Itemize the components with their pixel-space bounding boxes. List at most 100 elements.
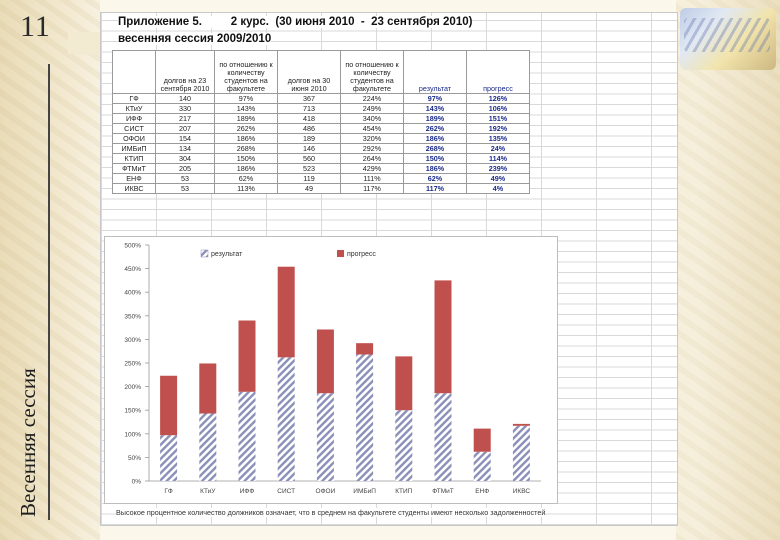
table-cell-pct-jun: 429%: [340, 163, 404, 174]
table-cell-debts-jun: 486: [277, 123, 341, 134]
bar-progress: [316, 329, 334, 394]
bar-result: [473, 451, 491, 481]
bar-progress: [512, 423, 530, 426]
footnote: Высокое процентное количество должников …: [116, 508, 546, 517]
header-progress: прогресс: [466, 50, 530, 94]
table-cell-result: 189%: [403, 113, 467, 124]
table-cell-debts-sep: 217: [155, 113, 215, 124]
table-cell-pct-sep: 143%: [214, 103, 278, 114]
stacked-bar-chart: 0% 50% 100% 150% 200% 250% 300% 350% 400% 450% 500…: [124, 243, 541, 495]
table-cell-pct-sep: 150%: [214, 153, 278, 164]
table-cell-result: 97%: [403, 93, 467, 104]
x-tick-label: ОФОИ: [316, 488, 336, 495]
table-cell-name: ФТМиТ: [112, 163, 156, 174]
table-cell-debts-sep: 134: [155, 143, 215, 154]
table-cell-result: 143%: [403, 103, 467, 114]
table-cell-debts-sep: 205: [155, 163, 215, 174]
x-tick-label: ИМБиП: [353, 488, 376, 495]
table-header-row: долгов на 23 сентября 2010 по отношению …: [112, 50, 530, 94]
x-tick-label: ЕНФ: [475, 488, 489, 495]
table-cell-progress: 49%: [466, 173, 530, 184]
table-cell-pct-jun: 249%: [340, 103, 404, 114]
header-result: результат: [403, 50, 467, 94]
y-tick-label: 100%: [124, 431, 141, 438]
table-cell-pct-sep: 113%: [214, 183, 278, 194]
x-tick-label: ФТМиТ: [432, 488, 454, 495]
bar-result: [434, 393, 452, 481]
bar-progress: [395, 356, 413, 411]
table-cell-result: 186%: [403, 133, 467, 144]
table-cell-progress: 4%: [466, 183, 530, 194]
table-cell-debts-jun: 560: [277, 153, 341, 164]
table-row: ИМБиП 134 268% 146 292% 268% 24%: [112, 143, 530, 154]
table-cell-debts-sep: 330: [155, 103, 215, 114]
debts-table: долгов на 23 сентября 2010 по отношению …: [112, 50, 530, 194]
table-cell-pct-jun: 111%: [340, 173, 404, 184]
table-row: ЕНФ 53 62% 119 111% 62% 49%: [112, 173, 530, 184]
bar-result: [160, 435, 178, 481]
table-cell-debts-jun: 49: [277, 183, 341, 194]
header-debts-sep: долгов на 23 сентября 2010: [155, 50, 215, 94]
bar-result: [512, 425, 530, 481]
bar-result: [316, 393, 334, 481]
table-cell-result: 150%: [403, 153, 467, 164]
y-tick-label: 250%: [124, 361, 141, 368]
header-faculty: [112, 50, 156, 94]
table-row: ФТМиТ 205 186% 523 429% 186% 239%: [112, 163, 530, 174]
table-cell-progress: 114%: [466, 153, 530, 164]
decoration-image: [680, 8, 776, 70]
table-cell-name: ЕНФ: [112, 173, 156, 184]
y-tick-label: 150%: [124, 408, 141, 415]
bar-result: [395, 410, 413, 481]
table-cell-pct-sep: 186%: [214, 133, 278, 144]
x-tick-label: КТИП: [395, 488, 412, 495]
table-cell-name: ИФФ: [112, 113, 156, 124]
table-cell-progress: 24%: [466, 143, 530, 154]
table-cell-debts-sep: 140: [155, 93, 215, 104]
slide-number-bar: [68, 32, 108, 54]
y-tick-label: 0%: [132, 479, 142, 486]
x-tick-label: ГФ: [164, 488, 173, 495]
table-cell-name: КТИП: [112, 153, 156, 164]
bar-progress: [238, 320, 256, 392]
table-cell-result: 262%: [403, 123, 467, 134]
y-tick-label: 50%: [128, 455, 141, 462]
table-cell-progress: 239%: [466, 163, 530, 174]
table-cell-debts-jun: 119: [277, 173, 341, 184]
table-cell-progress: 192%: [466, 123, 530, 134]
table-cell-pct-jun: 292%: [340, 143, 404, 154]
header-pct-jun: по отношению к количеству студентов на ф…: [340, 50, 404, 94]
table-cell-name: СИСТ: [112, 123, 156, 134]
table-cell-result: 117%: [403, 183, 467, 194]
x-tick-label: ИКВС: [513, 488, 531, 495]
chart-container: 0% 50% 100% 150% 200% 250% 300% 350% 400% 450% 500…: [104, 236, 558, 504]
table-cell-result: 268%: [403, 143, 467, 154]
y-tick-label: 300%: [124, 337, 141, 344]
table-cell-debts-sep: 304: [155, 153, 215, 164]
table-cell-name: ИКВС: [112, 183, 156, 194]
table-row: ОФОИ 154 186% 189 320% 186% 135%: [112, 133, 530, 144]
table-cell-debts-sep: 154: [155, 133, 215, 144]
header-debts-jun: долгов на 30 июня 2010: [277, 50, 341, 94]
table-cell-name: ОФОИ: [112, 133, 156, 144]
y-tick-label: 400%: [124, 290, 141, 297]
bar-progress: [277, 266, 295, 358]
table-cell-debts-jun: 523: [277, 163, 341, 174]
x-tick-label: КТиУ: [200, 488, 216, 495]
table-cell-pct-jun: 320%: [340, 133, 404, 144]
table-row: ГФ 140 97% 367 224% 97% 126%: [112, 93, 530, 104]
parchment-margin-right: [676, 0, 780, 540]
table-cell-pct-jun: 454%: [340, 123, 404, 134]
bar-progress: [160, 375, 178, 436]
table-row: КТиУ 330 143% 713 249% 143% 106%: [112, 103, 530, 114]
legend-label-progress: прогресс: [347, 251, 376, 258]
table-cell-debts-jun: 367: [277, 93, 341, 104]
table-cell-pct-sep: 189%: [214, 113, 278, 124]
bar-progress: [473, 428, 491, 452]
table-cell-pct-jun: 340%: [340, 113, 404, 124]
bar-progress: [199, 363, 217, 414]
x-tick-label: СИСТ: [277, 488, 295, 495]
table-row: ИКВС 53 113% 49 117% 117% 4%: [112, 183, 530, 194]
legend-swatch-progress: [337, 250, 344, 257]
x-tick-label: ИФФ: [240, 488, 255, 495]
